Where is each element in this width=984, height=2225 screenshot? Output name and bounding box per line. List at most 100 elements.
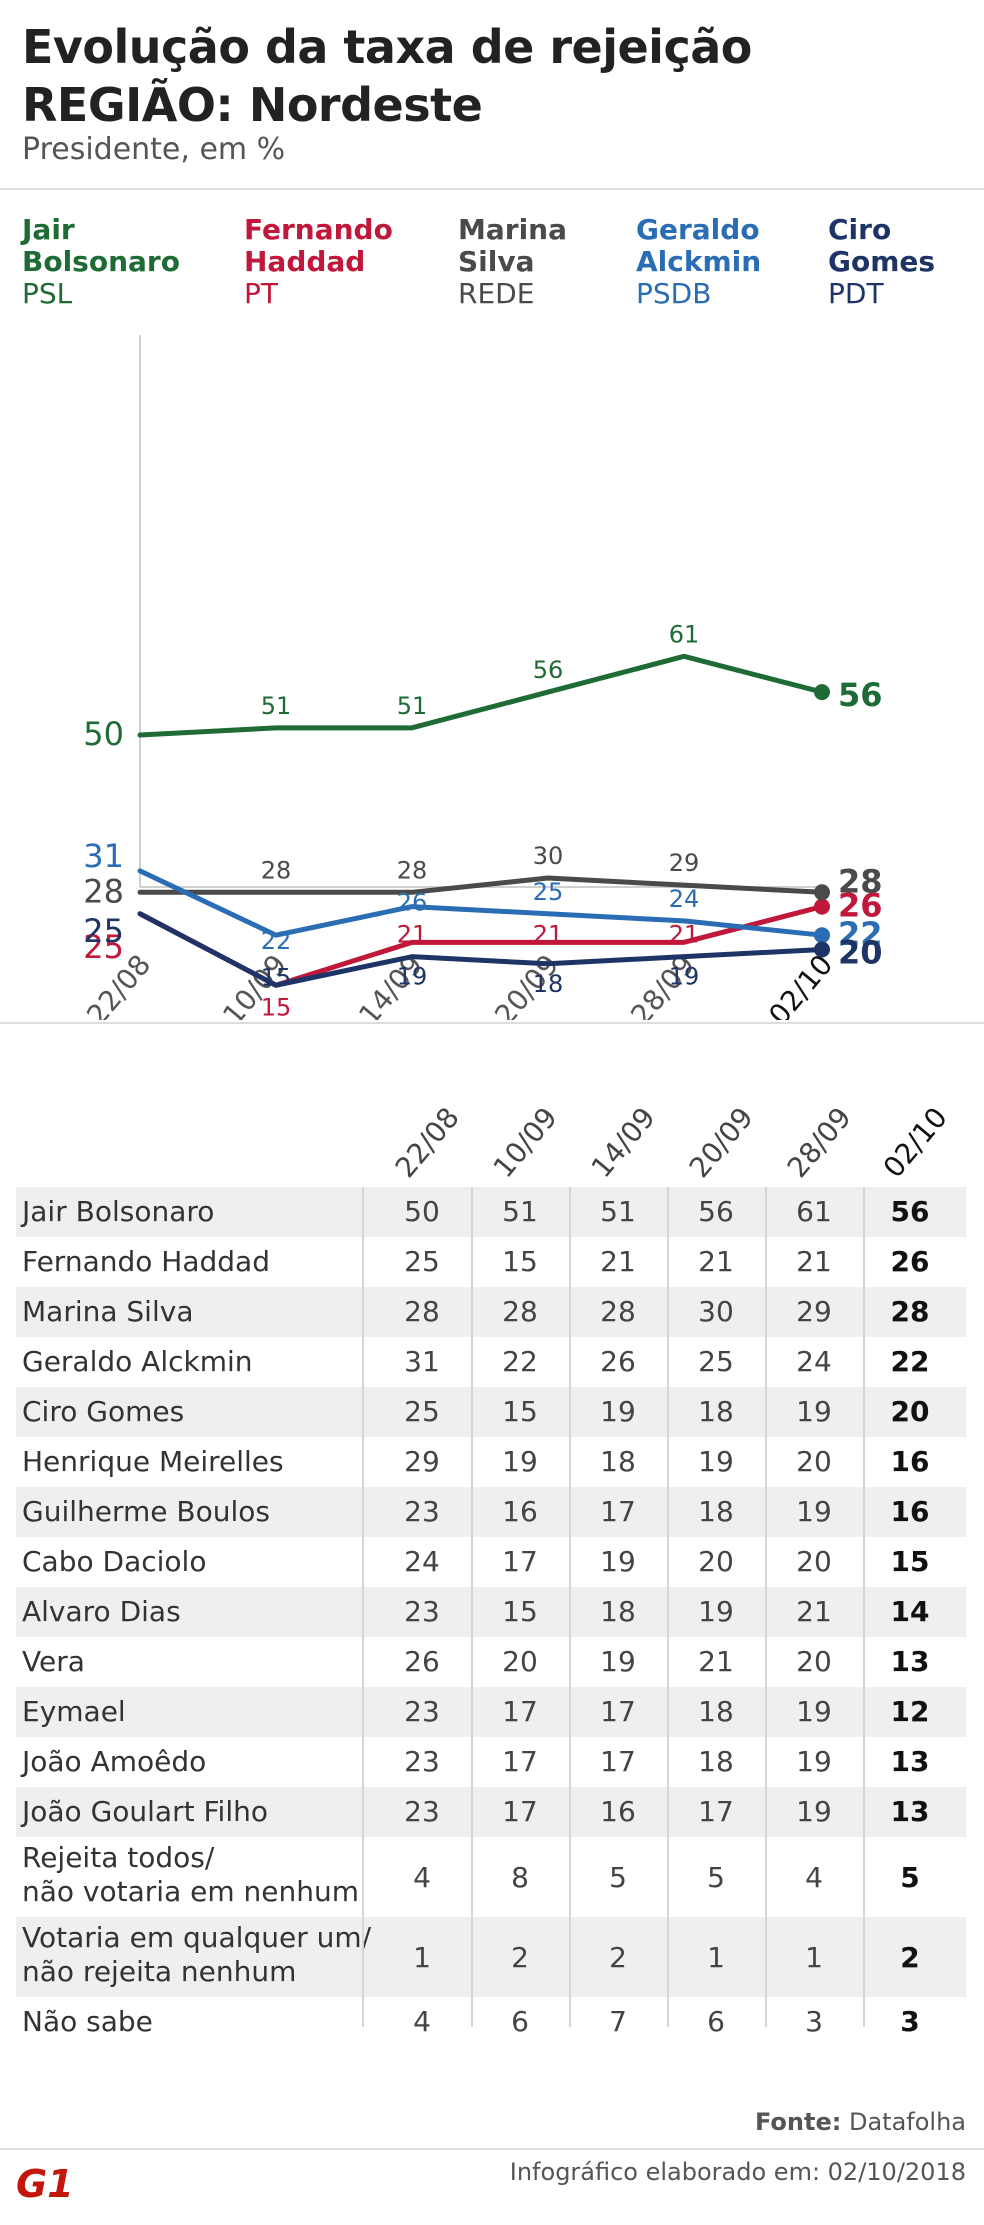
table-cell: 17 bbox=[502, 1545, 538, 1578]
table-cell: 12 bbox=[890, 1695, 930, 1728]
table-cell: 18 bbox=[698, 1695, 734, 1728]
table-column-header: 02/10 bbox=[876, 1100, 954, 1184]
legend-name-line2: Haddad bbox=[244, 245, 366, 278]
table-cell: 21 bbox=[698, 1245, 734, 1278]
table-cell: 61 bbox=[796, 1195, 832, 1228]
table-cell: 5 bbox=[900, 1861, 920, 1894]
row-label: Ciro Gomes bbox=[22, 1395, 185, 1428]
table-cell: 19 bbox=[502, 1445, 538, 1478]
table-cell: 13 bbox=[890, 1795, 930, 1828]
data-label-start: 50 bbox=[83, 715, 124, 753]
table-cell: 13 bbox=[890, 1745, 930, 1778]
table-column-header: 22/08 bbox=[388, 1100, 466, 1184]
table-cell: 18 bbox=[698, 1395, 734, 1428]
column-divider bbox=[471, 1187, 473, 2027]
table-row: Geraldo Alckmin 31 22 26 25 24 22 bbox=[16, 1337, 966, 1387]
table-column-header: 14/09 bbox=[584, 1100, 662, 1184]
data-label-start: 31 bbox=[83, 837, 124, 875]
table-cell: 51 bbox=[502, 1195, 538, 1228]
series-end-point bbox=[814, 941, 830, 958]
row-label: João Goulart Filho bbox=[22, 1795, 268, 1828]
table-cell: 19 bbox=[796, 1395, 832, 1428]
legend-party: REDE bbox=[458, 277, 535, 310]
table-cell: 17 bbox=[502, 1695, 538, 1728]
row-label: Cabo Daciolo bbox=[22, 1545, 207, 1578]
table-cell: 19 bbox=[600, 1645, 636, 1678]
table-cell: 2 bbox=[609, 1941, 627, 1974]
table-cell: 16 bbox=[890, 1445, 930, 1478]
column-divider bbox=[863, 1187, 865, 2027]
table-cell: 51 bbox=[600, 1195, 636, 1228]
table-cell: 1 bbox=[707, 1941, 725, 1974]
source-note: Fonte: Datafolha bbox=[755, 2108, 966, 2136]
table-cell: 28 bbox=[890, 1295, 930, 1328]
footer-divider bbox=[0, 2148, 984, 2150]
table-cell: 23 bbox=[404, 1495, 440, 1528]
data-label-end: 28 bbox=[838, 862, 883, 900]
data-label-end: 26 bbox=[838, 887, 883, 925]
row-label: Fernando Haddad bbox=[22, 1245, 270, 1278]
x-tick-label: 02/10 bbox=[762, 948, 839, 1020]
table-cell: 1 bbox=[413, 1941, 431, 1974]
row-label: Henrique Meirelles bbox=[22, 1445, 284, 1478]
data-label: 28 bbox=[261, 856, 292, 884]
table-cell: 28 bbox=[404, 1295, 440, 1328]
table-cell: 17 bbox=[502, 1745, 538, 1778]
table-cell: 17 bbox=[502, 1795, 538, 1828]
table-cell: 2 bbox=[511, 1941, 529, 1974]
legend-name-line1: Marina bbox=[458, 213, 567, 246]
data-label: 28 bbox=[397, 856, 428, 884]
table-row: Eymael 23 17 17 18 19 12 bbox=[16, 1687, 966, 1737]
table-cell: 19 bbox=[796, 1495, 832, 1528]
series-end-point bbox=[814, 898, 830, 915]
table-cell: 17 bbox=[600, 1695, 636, 1728]
legend-name-line2: Bolsonaro bbox=[22, 245, 180, 278]
legend-name-line1: Jair bbox=[22, 213, 75, 246]
table-cell: 22 bbox=[502, 1345, 538, 1378]
table-row: Votaria em qualquer um/ não rejeita nenh… bbox=[16, 1917, 966, 1997]
table-row: Não sabe 4 6 7 6 3 3 bbox=[16, 1997, 966, 2047]
table-cell: 21 bbox=[600, 1245, 636, 1278]
table-cell: 24 bbox=[404, 1545, 440, 1578]
table-cell: 18 bbox=[698, 1495, 734, 1528]
table-cell: 19 bbox=[698, 1445, 734, 1478]
row-label: Rejeita todos/ não votaria em nenhum bbox=[22, 1841, 360, 1908]
row-label: Não sabe bbox=[22, 2005, 153, 2038]
table-cell: 13 bbox=[890, 1645, 930, 1678]
table-cell: 14 bbox=[890, 1595, 930, 1628]
legend-item: Geraldo Alckmin PSDB bbox=[636, 214, 761, 310]
data-label: 18 bbox=[533, 970, 564, 998]
table-cell: 56 bbox=[698, 1195, 734, 1228]
legend-party: PSDB bbox=[636, 277, 712, 310]
table-row: Fernando Haddad 25 15 21 21 21 26 bbox=[16, 1237, 966, 1287]
table-cell: 7 bbox=[609, 2005, 627, 2038]
legend-item: Ciro Gomes PDT bbox=[828, 214, 935, 310]
table-cell: 4 bbox=[413, 2005, 431, 2038]
table-row: Marina Silva 28 28 28 30 29 28 bbox=[16, 1287, 966, 1337]
data-label-start: 28 bbox=[83, 872, 124, 910]
data-label: 19 bbox=[669, 963, 700, 991]
data-label: 21 bbox=[397, 920, 428, 948]
table-cell: 29 bbox=[796, 1295, 832, 1328]
data-label: 15 bbox=[261, 993, 292, 1020]
table-cell: 17 bbox=[600, 1745, 636, 1778]
table-cell: 23 bbox=[404, 1595, 440, 1628]
legend-party: PDT bbox=[828, 277, 884, 310]
table-cell: 17 bbox=[698, 1795, 734, 1828]
header-divider bbox=[0, 188, 984, 190]
legend-item: Fernando Haddad PT bbox=[244, 214, 393, 310]
table-cell: 21 bbox=[796, 1245, 832, 1278]
data-label: 29 bbox=[669, 849, 700, 877]
legend-item: Marina Silva REDE bbox=[458, 214, 567, 310]
data-label-start: 25 bbox=[83, 928, 124, 966]
data-label-start: 25 bbox=[83, 912, 124, 950]
data-label: 25 bbox=[533, 878, 564, 906]
table-column-header: 28/09 bbox=[780, 1100, 858, 1184]
table-cell: 16 bbox=[600, 1795, 636, 1828]
table-cell: 15 bbox=[502, 1245, 538, 1278]
series-line bbox=[137, 868, 825, 938]
table-row: Alvaro Dias 23 15 18 19 21 14 bbox=[16, 1587, 966, 1637]
table-cell: 28 bbox=[502, 1295, 538, 1328]
table-cell: 3 bbox=[900, 2005, 920, 2038]
